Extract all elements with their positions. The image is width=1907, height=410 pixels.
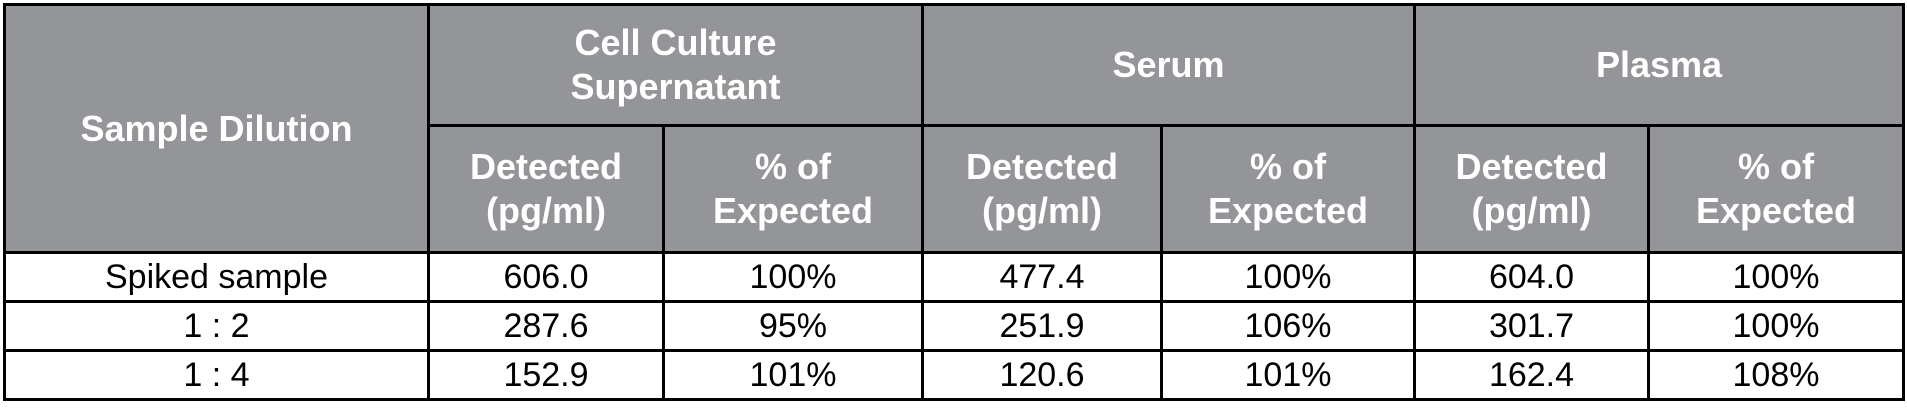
cell: 606.0 xyxy=(427,251,665,303)
table-row: 1 : 4 152.9 101% 120.6 101% 162.4 108% xyxy=(3,349,1905,401)
cell: 100% xyxy=(662,251,924,303)
cell: 162.4 xyxy=(1413,349,1650,401)
cell: 152.9 xyxy=(427,349,665,401)
sub-header: % of Expected xyxy=(1647,124,1905,254)
cell: 301.7 xyxy=(1413,300,1650,352)
cell: 108% xyxy=(1647,349,1905,401)
group-header: Serum xyxy=(921,3,1416,127)
sub-header: Detected (pg/ml) xyxy=(1413,124,1650,254)
sub-header: Detected (pg/ml) xyxy=(427,124,665,254)
cell: 106% xyxy=(1160,300,1416,352)
table-row: 1 : 2 287.6 95% 251.9 106% 301.7 100% xyxy=(3,300,1905,352)
cell: 100% xyxy=(1647,251,1905,303)
sub-header: % of Expected xyxy=(662,124,924,254)
cell: 101% xyxy=(1160,349,1416,401)
cell: 604.0 xyxy=(1413,251,1650,303)
table-body: Spiked sample 606.0 100% 477.4 100% 604.0 100%… xyxy=(3,251,1905,401)
cell: 120.6 xyxy=(921,349,1163,401)
cell: 251.9 xyxy=(921,300,1163,352)
cell: 100% xyxy=(1160,251,1416,303)
table-row: Spiked sample 606.0 100% 477.4 100% 604.0 100% xyxy=(3,251,1905,303)
header-row: Sample Dilution Cell Culture Supernatant… xyxy=(3,3,1905,254)
cell: 477.4 xyxy=(921,251,1163,303)
subheader-row: Detected (pg/ml)% of Expected Detected (p… xyxy=(5,124,1905,254)
row-label: Spiked sample xyxy=(3,251,430,303)
row-label: 1 : 2 xyxy=(3,300,430,352)
cell: 100% xyxy=(1647,300,1905,352)
cell: 287.6 xyxy=(427,300,665,352)
data-table: Sample Dilution Cell Culture Supernatant… xyxy=(3,3,1905,401)
group-header: Plasma xyxy=(1413,3,1905,127)
row-label: 1 : 4 xyxy=(3,349,430,401)
cell: 95% xyxy=(662,300,924,352)
group-header: Cell Culture Supernatant xyxy=(427,3,924,127)
sub-header: % of Expected xyxy=(1160,124,1416,254)
corner-header: Sample Dilution xyxy=(3,3,430,254)
cell: 101% xyxy=(662,349,924,401)
sub-header: Detected (pg/ml) xyxy=(921,124,1163,254)
